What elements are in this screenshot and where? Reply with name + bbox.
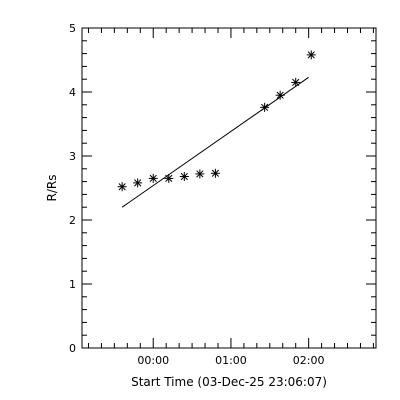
y-tick-label: 5	[69, 22, 76, 35]
data-point	[117, 182, 127, 192]
data-point	[306, 50, 316, 60]
data-point	[195, 169, 205, 179]
x-tick-label: 01:00	[215, 354, 247, 367]
x-tick-label: 00:00	[137, 354, 169, 367]
data-points	[117, 50, 316, 192]
y-tick-label: 2	[69, 214, 76, 227]
data-point	[275, 90, 285, 100]
x-axis-label: Start Time (03-Dec-25 23:06:07)	[131, 375, 327, 389]
data-point	[164, 173, 174, 183]
plot-frame	[81, 27, 377, 349]
data-point	[148, 173, 158, 183]
y-tick-label: 4	[69, 86, 76, 99]
y-tick-label: 0	[69, 342, 76, 355]
y-tick-label: 3	[69, 150, 76, 163]
fit-line	[121, 76, 309, 208]
y-tick-label: 1	[69, 278, 76, 291]
data-point	[291, 77, 301, 87]
x-tick-label: 02:00	[293, 354, 325, 367]
data-point	[210, 168, 220, 178]
y-axis-ticks: 0 1 2 3 4 5	[69, 22, 376, 355]
data-point	[133, 178, 143, 188]
data-point	[179, 171, 189, 181]
x-axis-ticks: 00:00 01:00 02:00	[87, 28, 374, 367]
y-axis-label: R/Rs	[45, 175, 59, 202]
data-point	[260, 102, 270, 112]
